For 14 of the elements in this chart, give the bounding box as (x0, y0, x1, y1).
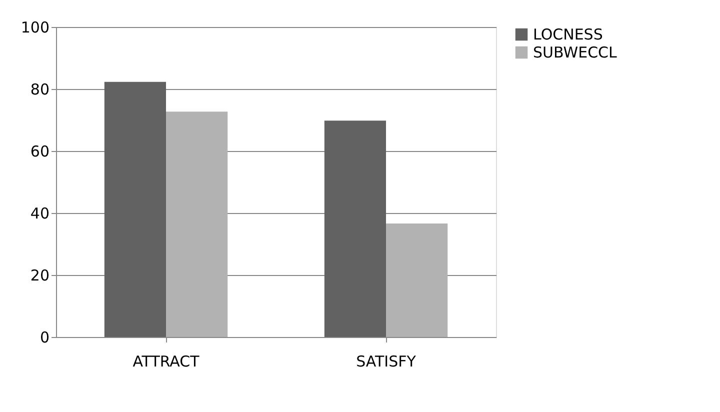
y-tick-label: 80 (30, 80, 50, 98)
y-tick-label: 100 (20, 18, 50, 36)
bar (324, 120, 386, 337)
y-tick-label: 20 (30, 266, 50, 284)
bar (104, 82, 166, 337)
y-tick-label: 0 (40, 328, 50, 346)
y-tick-label: 60 (30, 142, 50, 160)
bar (166, 112, 228, 337)
x-tick-label: ATTRACT (132, 352, 200, 370)
legend-label: LOCNESS (533, 26, 603, 44)
y-tick-label: 40 (30, 204, 50, 222)
x-tick-label: SATISFY (356, 352, 417, 370)
bar (386, 224, 448, 337)
legend-label: SUBWECCL (533, 44, 618, 62)
